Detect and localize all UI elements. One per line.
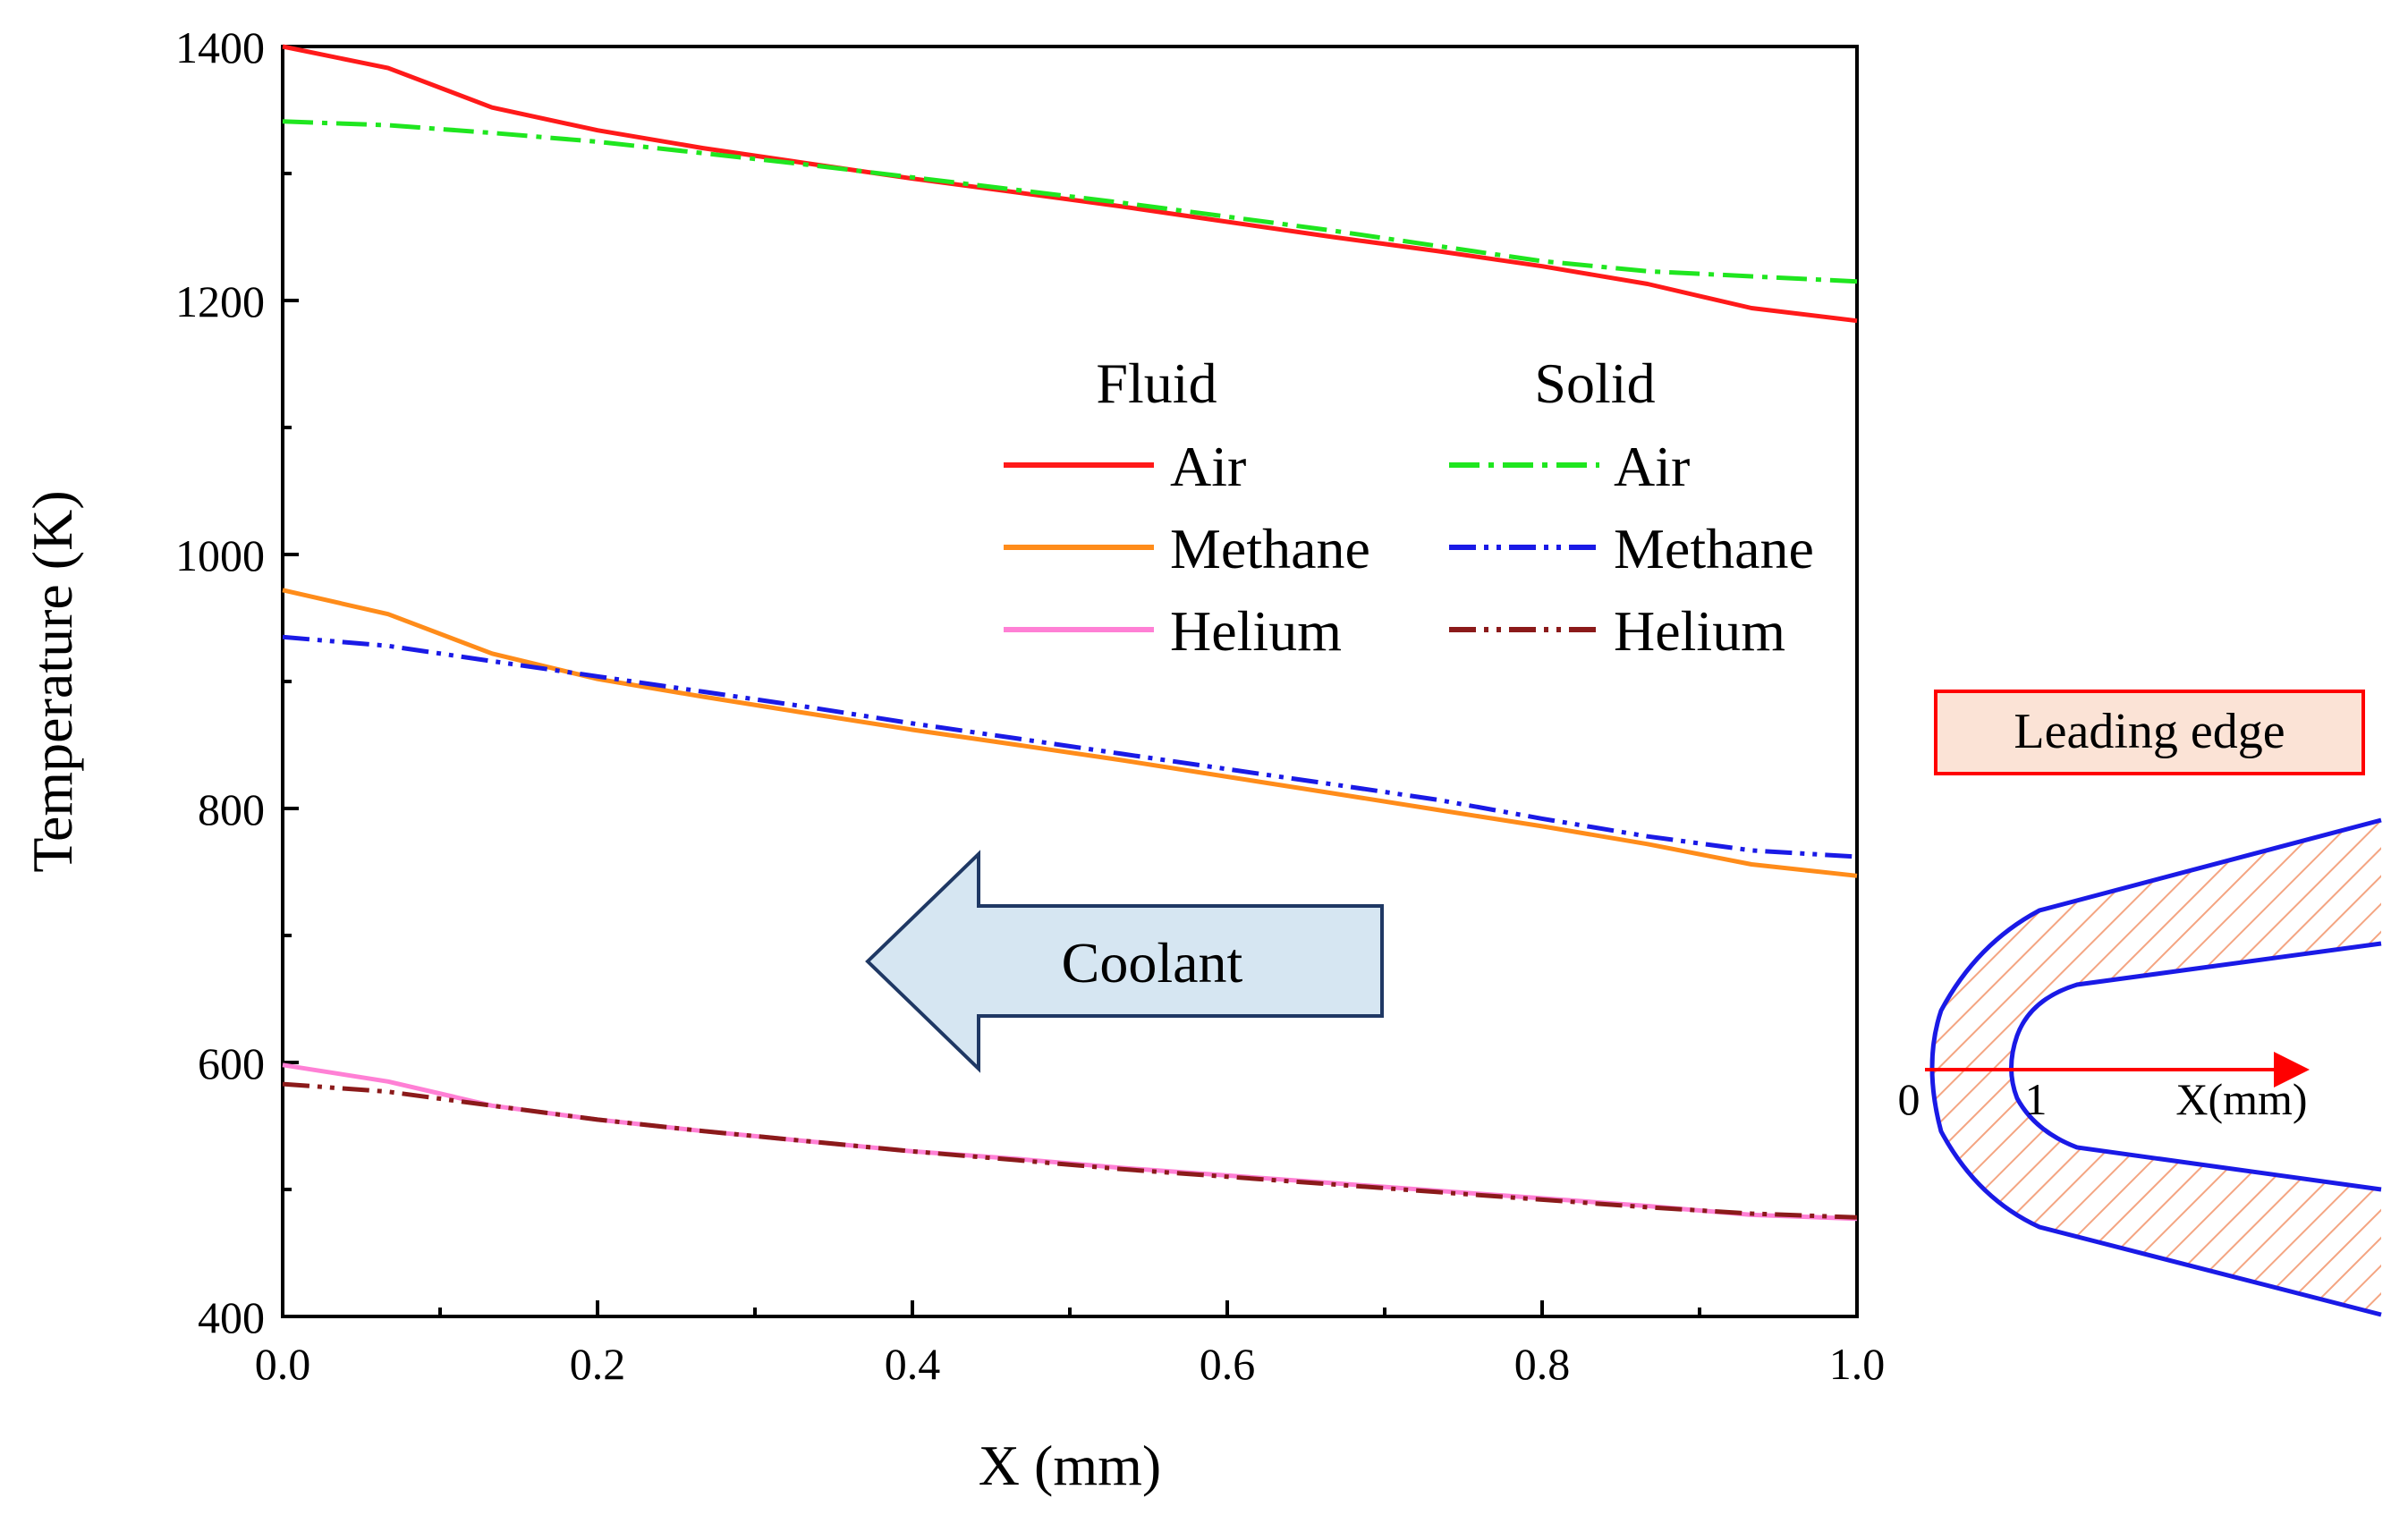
- series-line-solid-methane: [282, 634, 1858, 859]
- legend-header-solid: Solid: [1534, 351, 1655, 415]
- series-line-solid-helium: [282, 1081, 1858, 1220]
- y-tick-label: 1000: [175, 530, 265, 580]
- series-lines: [282, 44, 1858, 1222]
- y-axis: 400 600 800 1000 1200 1400: [175, 22, 299, 1342]
- y-tick-label: 1400: [175, 22, 265, 72]
- inset-outer-contour: [1929, 817, 2382, 1317]
- legend: Fluid Solid Air Methane Helium Air Metha…: [1004, 351, 1814, 663]
- x-tick-label: 0.0: [255, 1339, 311, 1389]
- y-axis-title: Temperature (K): [21, 490, 84, 872]
- inset-title: Leading edge: [2014, 704, 2285, 759]
- y-tick-label: 800: [198, 784, 265, 834]
- series-line-solid-air: [282, 119, 1858, 284]
- legend-header-fluid: Fluid: [1096, 351, 1217, 415]
- y-tick-label: 1200: [175, 276, 265, 326]
- inset-title-box: [1934, 690, 2365, 775]
- inset-axis-label: X(mm): [2175, 1074, 2307, 1124]
- y-tick-label: 400: [198, 1292, 265, 1342]
- inset-inner-contour: [2009, 941, 2382, 1192]
- inset-origin-label: 0: [1898, 1074, 1920, 1124]
- legend-label-solid-methane: Methane: [1614, 517, 1814, 580]
- inset-hatched-wall: [1932, 820, 2381, 1315]
- x-axis-title: X (mm): [979, 1434, 1161, 1497]
- inset-tick-label: 1: [2025, 1074, 2048, 1124]
- legend-label-fluid-methane: Methane: [1170, 517, 1370, 580]
- x-tick-label: 1.0: [1829, 1339, 1886, 1389]
- x-axis: 0.0 0.2 0.4 0.6 0.8 1.0: [255, 1300, 1886, 1389]
- legend-label-fluid-air: Air: [1170, 435, 1246, 498]
- series-line-fluid-methane: [282, 588, 1858, 878]
- plot-area-frame: [281, 45, 1859, 1318]
- legend-label-solid-air: Air: [1614, 435, 1690, 498]
- y-tick-label: 600: [198, 1038, 265, 1088]
- legend-label-solid-helium: Helium: [1614, 599, 1785, 663]
- x-tick-label: 0.6: [1200, 1339, 1256, 1389]
- coolant-arrow-label: Coolant: [1062, 931, 1243, 994]
- x-tick-label: 0.2: [570, 1339, 626, 1389]
- x-tick-label: 0.8: [1514, 1339, 1571, 1389]
- series-line-fluid-air: [282, 44, 1858, 324]
- x-tick-label: 0.4: [885, 1339, 941, 1389]
- series-line-fluid-helium: [282, 1062, 1858, 1222]
- coolant-arrow: Coolant: [865, 850, 1384, 1073]
- coolant-arrow-shape: [865, 850, 1384, 1073]
- legend-label-fluid-helium: Helium: [1170, 599, 1342, 663]
- leading-edge-inset: Leading edge 0 1 X(mm): [1898, 690, 2382, 1317]
